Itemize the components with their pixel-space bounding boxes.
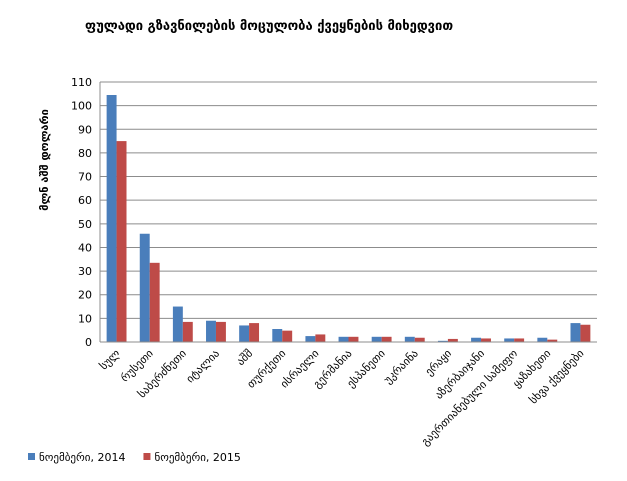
bar [182, 321, 193, 342]
x-tick-label: სულ [97, 347, 123, 373]
bar [537, 337, 548, 342]
x-tick-label: აშშ [234, 347, 255, 368]
y-tick-label: 0 [85, 336, 92, 349]
bar [215, 321, 226, 342]
bar [580, 324, 591, 342]
bar [481, 338, 491, 342]
bar [239, 325, 250, 342]
y-axis-label: მლნ აშშ დოლარი [38, 109, 51, 211]
y-tick-label: 60 [78, 194, 92, 207]
bar [282, 330, 293, 342]
bar [348, 336, 359, 342]
y-tick-label: 70 [78, 171, 92, 184]
bar [139, 233, 150, 342]
y-tick-label: 20 [78, 289, 92, 302]
x-tick-label: ერაყი [423, 347, 455, 379]
bar [305, 336, 316, 342]
bar [172, 306, 183, 342]
legend-label: ნოემბერი, 2015 [154, 451, 240, 464]
bar [116, 141, 127, 342]
bar [547, 339, 558, 342]
bar [570, 323, 581, 342]
y-tick-label: 10 [78, 312, 92, 325]
y-tick-label: 40 [78, 241, 92, 254]
bar [149, 262, 160, 342]
y-tick-label: 50 [78, 218, 92, 231]
bar [315, 334, 326, 342]
bar [404, 336, 415, 342]
y-tick-label: 30 [78, 265, 92, 278]
bar [504, 338, 515, 342]
bar [106, 95, 117, 342]
y-tick-label: 110 [71, 76, 92, 89]
bar [447, 338, 458, 342]
bar [206, 320, 216, 342]
x-tick-label: იტალია [184, 347, 223, 386]
bar [338, 336, 349, 342]
bar [414, 337, 425, 342]
bar [272, 329, 283, 342]
y-tick-label: 100 [71, 100, 92, 113]
chart-title: ფულადი გზავნილების მოცულობა ქვეყნების მი… [85, 19, 453, 34]
bar [437, 340, 448, 342]
bar [371, 336, 382, 342]
bar [249, 323, 260, 342]
y-tick-label: 90 [78, 123, 92, 136]
legend-swatch [28, 453, 35, 460]
legend-swatch [143, 453, 151, 460]
x-tick-label: უკრაინა [381, 347, 421, 387]
bar [381, 336, 392, 342]
y-tick-label: 80 [78, 147, 92, 160]
legend-label: ნოემბერი, 2014 [39, 451, 125, 464]
bar [471, 337, 482, 342]
bar [514, 338, 525, 342]
